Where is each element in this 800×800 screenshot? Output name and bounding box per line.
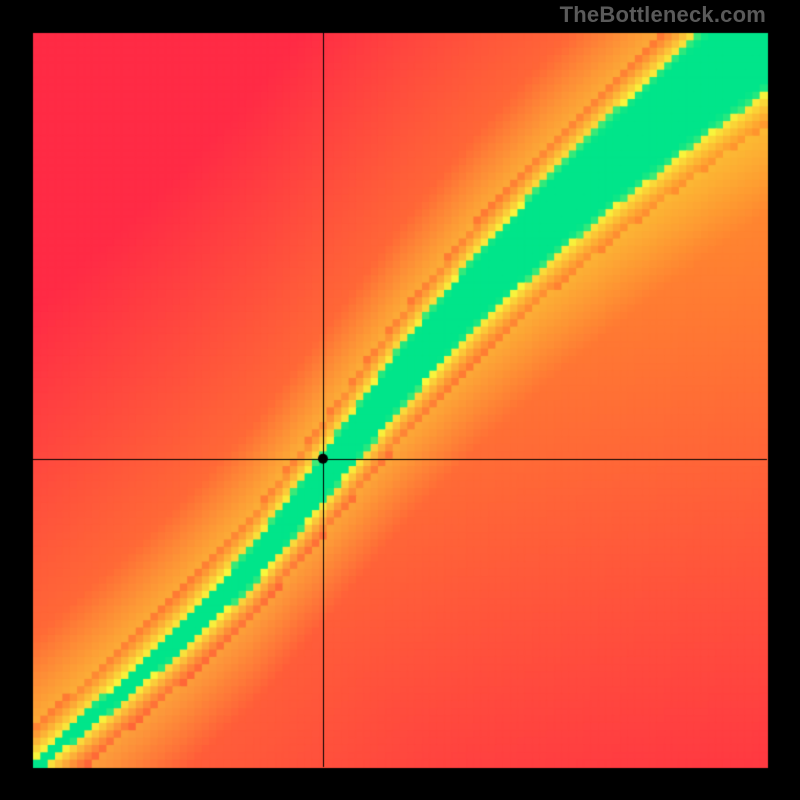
attribution-label: TheBottleneck.com: [560, 2, 766, 28]
bottleneck-heatmap-chart: TheBottleneck.com: [0, 0, 800, 800]
heatmap-canvas: [0, 0, 800, 800]
